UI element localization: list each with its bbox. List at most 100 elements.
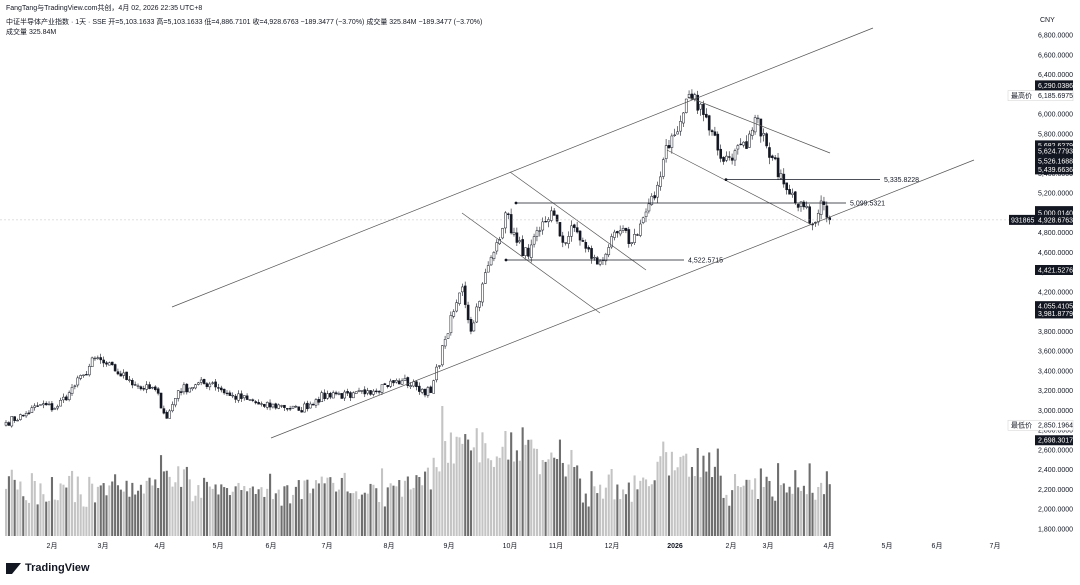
volume-bar <box>177 466 180 536</box>
volume-bar <box>719 475 722 536</box>
candle-down <box>386 385 390 387</box>
candle-down <box>283 404 286 408</box>
price-tick-label: 2,000.0000 <box>1038 507 1073 514</box>
candle-up <box>684 98 688 113</box>
candle-up <box>570 225 573 237</box>
volume-bar <box>389 483 392 536</box>
candle-down <box>113 364 117 372</box>
candle-down <box>274 403 278 409</box>
candle-down <box>148 384 151 389</box>
volume-bar <box>768 480 771 536</box>
volume-bar <box>630 501 633 536</box>
candle-down <box>110 361 114 366</box>
volume-bar <box>91 483 94 536</box>
time-axis-label: 10月 <box>503 542 518 550</box>
price-tag-bg <box>1035 264 1073 275</box>
volume-bar <box>25 500 28 536</box>
price-tag-label: 6,185.6975 <box>1038 93 1073 100</box>
price-tag-bg <box>1035 207 1073 218</box>
volume-bar <box>811 492 814 536</box>
volume-bar <box>85 506 88 536</box>
tradingview-logo-icon <box>6 562 21 574</box>
candle-down <box>202 379 206 384</box>
currency-label[interactable]: CNY <box>1040 17 1055 24</box>
candle-down <box>722 156 725 162</box>
candle-up <box>343 391 347 399</box>
volume-bar <box>380 468 384 536</box>
volume-bar <box>355 491 358 536</box>
level-anchor-dot <box>514 201 518 205</box>
candle-up <box>733 150 737 161</box>
volume-bar <box>728 505 731 536</box>
candle-up <box>352 392 355 399</box>
level-price-label: 5,099.5321 <box>850 201 885 208</box>
price-tick-label: 4,600.0000 <box>1038 250 1073 257</box>
volume-bar <box>211 488 214 536</box>
volume-bar <box>171 486 174 536</box>
candle-up <box>277 404 280 409</box>
candle-up <box>532 236 536 245</box>
volume-bar <box>579 478 582 536</box>
volume-bar <box>326 477 329 536</box>
volume-bar <box>346 491 349 536</box>
time-axis-label: 6月 <box>266 542 277 550</box>
price-tick-label: 2,800.0000 <box>1038 428 1073 435</box>
volume-bar <box>573 467 576 536</box>
candle-up <box>108 362 111 366</box>
candle-up <box>47 403 51 406</box>
candle-down <box>696 94 700 111</box>
candle-down <box>7 422 11 426</box>
volume-bar <box>421 485 424 536</box>
candle-up <box>644 211 648 217</box>
candle-up <box>197 382 200 385</box>
volume-bar <box>604 487 607 536</box>
candle-down <box>142 388 146 390</box>
candle-up <box>151 387 154 389</box>
level-anchor-dot <box>504 258 508 262</box>
candle-up <box>650 195 654 205</box>
credit-line: FangTang与TradingView.com共创，4月 02, 2026 2… <box>6 5 203 12</box>
volume-bar <box>56 500 59 536</box>
candle-down <box>288 408 292 410</box>
volume-bar <box>745 479 748 536</box>
candle-down <box>240 393 243 399</box>
volume-bar <box>670 451 673 536</box>
volume-bar <box>102 483 105 536</box>
candle-down <box>323 392 326 399</box>
candle-up <box>294 406 298 408</box>
candle-down <box>116 371 120 375</box>
candle-up <box>73 385 77 387</box>
volume-bar <box>415 475 418 536</box>
candle-down <box>131 380 134 386</box>
candle-down <box>65 396 68 401</box>
volume-bar <box>62 484 65 536</box>
candle-down <box>667 145 671 149</box>
volume-bar <box>292 494 295 536</box>
volume-bar <box>785 492 788 536</box>
candle-down <box>578 230 582 241</box>
volume-bar <box>366 493 369 536</box>
candle-up <box>484 272 487 284</box>
price-tag-prefix: 最高价 <box>1011 91 1032 100</box>
candle-up <box>673 134 677 136</box>
candle-up <box>122 372 126 376</box>
volume-bar <box>599 484 602 536</box>
candle-up <box>248 399 252 401</box>
volume-bar <box>817 486 820 536</box>
volume-bar <box>96 486 99 536</box>
volume-bar <box>455 436 458 536</box>
volume-bar <box>412 487 415 536</box>
price-tick-label: 4,200.0000 <box>1038 289 1073 296</box>
candle-down <box>44 402 48 406</box>
candle-down <box>713 131 717 136</box>
candle-down <box>234 395 237 400</box>
candle-up <box>231 394 235 397</box>
volume-bar <box>601 498 605 536</box>
candle-down <box>374 390 378 393</box>
candle-down <box>544 221 547 223</box>
brand-footer[interactable]: TradingView <box>6 562 90 574</box>
candle-down <box>225 392 229 395</box>
volume-bar <box>145 480 148 536</box>
price-tick-label: 3,400.0000 <box>1038 368 1073 375</box>
